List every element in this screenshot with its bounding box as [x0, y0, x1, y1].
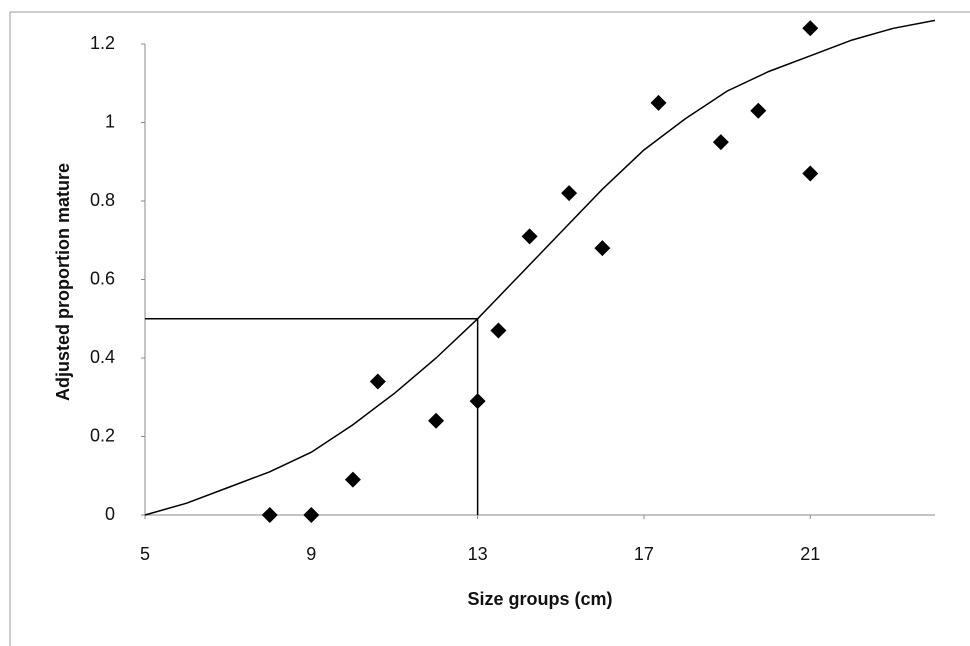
data-point — [469, 393, 486, 410]
y-tick-label: 1 — [105, 111, 115, 131]
x-tick-label: 9 — [306, 544, 316, 564]
data-point — [802, 20, 819, 37]
x-tick-label: 17 — [634, 544, 654, 564]
data-point — [521, 228, 538, 245]
data-point — [750, 102, 767, 119]
data-point — [594, 240, 611, 257]
data-point — [261, 507, 278, 523]
x-tick-label: 13 — [468, 544, 488, 564]
data-point — [490, 322, 507, 339]
data-point — [303, 507, 320, 523]
y-tick-label: 0 — [105, 504, 115, 524]
x-tick-label: 5 — [140, 544, 150, 564]
data-point — [802, 165, 819, 182]
y-tick-label: 1.2 — [90, 33, 115, 53]
data-point — [650, 94, 667, 111]
y-axis-title: Adjusted proportion mature — [53, 163, 73, 401]
data-point — [369, 373, 386, 390]
x-axis-title: Size groups (cm) — [467, 589, 612, 609]
data-point — [428, 412, 445, 429]
data-point — [712, 134, 729, 151]
y-tick-label: 0.6 — [90, 268, 115, 288]
y-tick-label: 0.8 — [90, 190, 115, 210]
fitted-curve — [144, 19, 936, 516]
x-tick-label: 21 — [800, 544, 820, 564]
data-point — [344, 471, 361, 488]
y-tick-label: 0.4 — [90, 347, 115, 367]
data-point — [561, 185, 578, 202]
y-tick-label: 0.2 — [90, 425, 115, 445]
